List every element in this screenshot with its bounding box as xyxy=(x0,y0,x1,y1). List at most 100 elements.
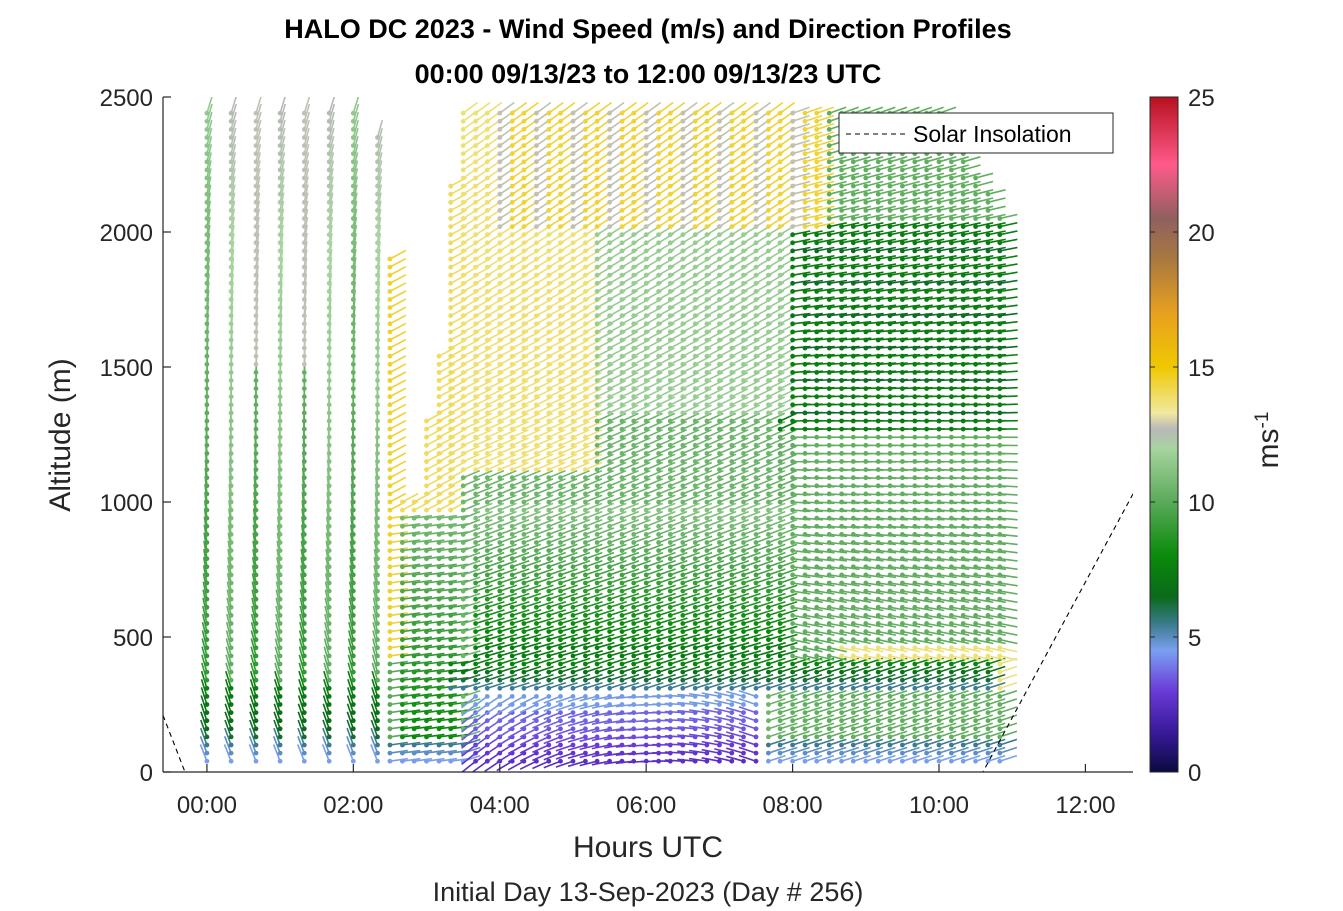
wind-barb-dot xyxy=(228,540,234,545)
wind-barb-dot xyxy=(509,329,515,335)
wind-barb-dot xyxy=(387,532,393,537)
wind-barb xyxy=(511,494,530,503)
wind-barb-dot xyxy=(643,208,649,213)
wind-barb-dot xyxy=(570,175,576,181)
wind-barb-dot xyxy=(583,629,588,634)
wind-barb-dot xyxy=(460,637,466,643)
wind-barb xyxy=(450,644,469,649)
wind-barb-dot xyxy=(594,637,600,643)
wind-barb-dot xyxy=(350,475,356,481)
wind-barb-dot xyxy=(607,653,612,659)
wind-barb-dot xyxy=(509,289,515,294)
wind-barb-dot xyxy=(375,264,380,270)
wind-barb xyxy=(487,584,505,592)
wind-barb xyxy=(461,695,477,709)
wind-barb-dot xyxy=(411,507,417,513)
wind-barb-dot xyxy=(534,653,539,659)
wind-barb-dot xyxy=(680,418,686,424)
wind-barb-dot xyxy=(534,459,539,464)
wind-barb-dot xyxy=(228,596,234,602)
wind-barb-dot xyxy=(228,685,234,691)
wind-barb-dot xyxy=(534,596,539,602)
wind-barb-dot xyxy=(301,361,307,367)
wind-barb xyxy=(255,111,262,130)
wind-barb-dot xyxy=(484,669,490,675)
wind-barb-dot xyxy=(497,645,503,651)
wind-barb-dot xyxy=(643,135,649,140)
wind-barb-dot xyxy=(680,313,686,319)
wind-barb-dot xyxy=(643,588,649,594)
wind-barb-dot xyxy=(350,175,356,181)
wind-barb-dot xyxy=(631,637,637,643)
wind-barb-dot xyxy=(460,305,466,310)
wind-barb xyxy=(438,587,457,592)
wind-barb xyxy=(475,445,493,455)
wind-barb-dot xyxy=(448,183,454,189)
wind-barb xyxy=(413,636,433,641)
wind-barb-dot xyxy=(583,418,588,424)
wind-barb-dot xyxy=(326,143,332,149)
wind-barb-dot xyxy=(460,532,466,537)
wind-barb-dot xyxy=(656,564,661,570)
wind-barb-dot xyxy=(643,280,649,286)
wind-barb-dot xyxy=(424,669,429,675)
wind-barb-dot xyxy=(375,345,380,351)
wind-barb-dot xyxy=(546,378,552,383)
wind-barb-dot xyxy=(546,637,552,643)
wind-barb-dot xyxy=(484,596,490,602)
wind-barb-dot xyxy=(350,224,356,230)
wind-barb-dot xyxy=(228,734,234,740)
wind-barb xyxy=(462,690,481,698)
wind-barb-dot xyxy=(607,418,612,424)
wind-barb-dot xyxy=(350,167,356,173)
wind-barb-dot xyxy=(509,280,515,286)
wind-barb-dot xyxy=(680,475,686,481)
wind-barb-dot xyxy=(350,467,356,472)
wind-barb-dot xyxy=(583,175,588,181)
wind-barb-dot xyxy=(656,467,661,472)
wind-barb-dot xyxy=(497,685,503,691)
wind-barb xyxy=(450,604,469,609)
wind-barb-dot xyxy=(204,167,210,173)
wind-barb xyxy=(389,257,407,268)
wind-barb-dot xyxy=(484,418,490,424)
wind-barb-dot xyxy=(570,742,576,748)
wind-barb-dot xyxy=(326,507,332,513)
wind-barb-dot xyxy=(570,159,576,165)
wind-barb-dot xyxy=(204,256,210,262)
wind-barb xyxy=(322,727,330,746)
wind-barb-dot xyxy=(387,394,393,400)
wind-barb-dot xyxy=(521,645,527,651)
wind-barb-dot xyxy=(546,629,552,634)
wind-barb-dot xyxy=(570,297,576,302)
wind-barb-dot xyxy=(301,499,307,505)
wind-barb xyxy=(402,547,421,552)
wind-barb-dot xyxy=(350,313,356,319)
wind-barb-dot xyxy=(497,386,503,391)
wind-barb xyxy=(438,676,457,681)
wind-barb-dot xyxy=(277,426,283,432)
wind-barb-dot xyxy=(460,353,466,359)
wind-barb-dot xyxy=(350,532,356,537)
wind-barb-dot xyxy=(607,645,612,651)
wind-barb-dot xyxy=(460,540,466,545)
wind-barb-dot xyxy=(326,629,332,634)
wind-barb-dot xyxy=(546,515,552,521)
wind-barb-dot xyxy=(473,596,478,602)
wind-barb-dot xyxy=(473,175,478,181)
wind-barb-dot xyxy=(509,135,515,140)
wind-barb-dot xyxy=(448,442,454,448)
wind-barb-dot xyxy=(509,264,515,270)
wind-barb xyxy=(225,654,232,673)
wind-barb-dot xyxy=(448,750,454,756)
wind-barb-dot xyxy=(546,548,552,553)
wind-barb xyxy=(201,662,208,681)
wind-barb-dot xyxy=(643,216,649,221)
wind-barb-dot xyxy=(484,694,490,699)
wind-barb-dot xyxy=(607,256,612,262)
wind-barb-dot xyxy=(400,629,405,634)
wind-barb-dot xyxy=(277,742,283,748)
wind-barb-dot xyxy=(680,329,686,335)
wind-barb-dot xyxy=(460,289,466,294)
wind-barb-dot xyxy=(277,370,283,375)
